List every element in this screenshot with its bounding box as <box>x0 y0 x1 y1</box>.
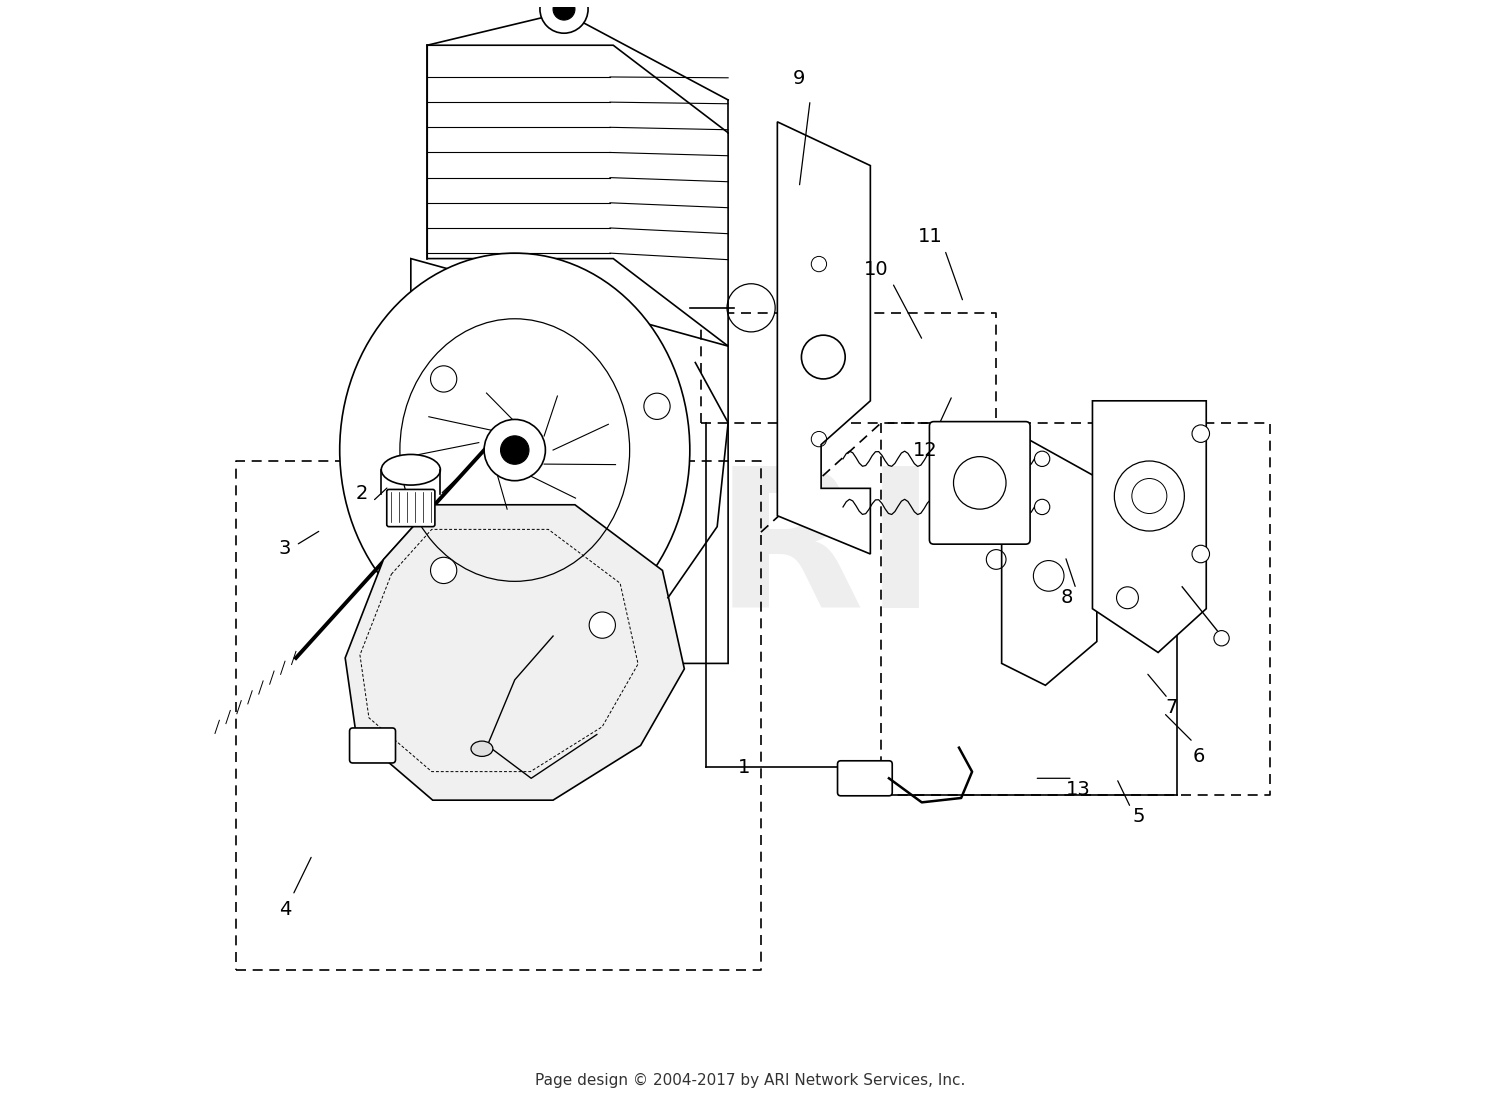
Circle shape <box>1192 424 1209 442</box>
Text: 11: 11 <box>918 227 944 246</box>
Polygon shape <box>777 122 870 554</box>
Text: 12: 12 <box>912 441 938 460</box>
Polygon shape <box>427 45 728 346</box>
Ellipse shape <box>381 454 441 485</box>
Ellipse shape <box>471 741 494 757</box>
Polygon shape <box>1002 433 1096 685</box>
FancyBboxPatch shape <box>350 728 396 763</box>
Text: 10: 10 <box>864 260 888 279</box>
Circle shape <box>484 420 546 481</box>
Text: 9: 9 <box>794 69 806 88</box>
Text: 3: 3 <box>279 538 291 558</box>
Circle shape <box>430 557 457 584</box>
Text: 13: 13 <box>1066 780 1090 799</box>
Text: 4: 4 <box>279 900 291 920</box>
Text: 1: 1 <box>738 758 750 777</box>
Text: Page design © 2004-2017 by ARI Network Services, Inc.: Page design © 2004-2017 by ARI Network S… <box>536 1073 964 1088</box>
Polygon shape <box>1092 401 1206 653</box>
Circle shape <box>501 435 530 464</box>
Circle shape <box>1192 545 1209 563</box>
FancyBboxPatch shape <box>837 761 892 796</box>
Polygon shape <box>345 505 684 800</box>
Text: 8: 8 <box>1060 588 1074 607</box>
FancyBboxPatch shape <box>387 490 435 526</box>
Text: 6: 6 <box>1192 747 1204 766</box>
Circle shape <box>540 0 588 33</box>
Text: ARI: ARI <box>564 460 936 648</box>
Polygon shape <box>411 258 728 664</box>
FancyBboxPatch shape <box>930 422 1030 544</box>
Circle shape <box>644 393 670 420</box>
Text: 7: 7 <box>1166 698 1178 717</box>
Circle shape <box>590 612 615 638</box>
Text: 2: 2 <box>356 484 368 503</box>
Ellipse shape <box>339 253 690 647</box>
Circle shape <box>430 366 457 392</box>
Text: 5: 5 <box>1132 807 1144 827</box>
Circle shape <box>554 0 574 20</box>
